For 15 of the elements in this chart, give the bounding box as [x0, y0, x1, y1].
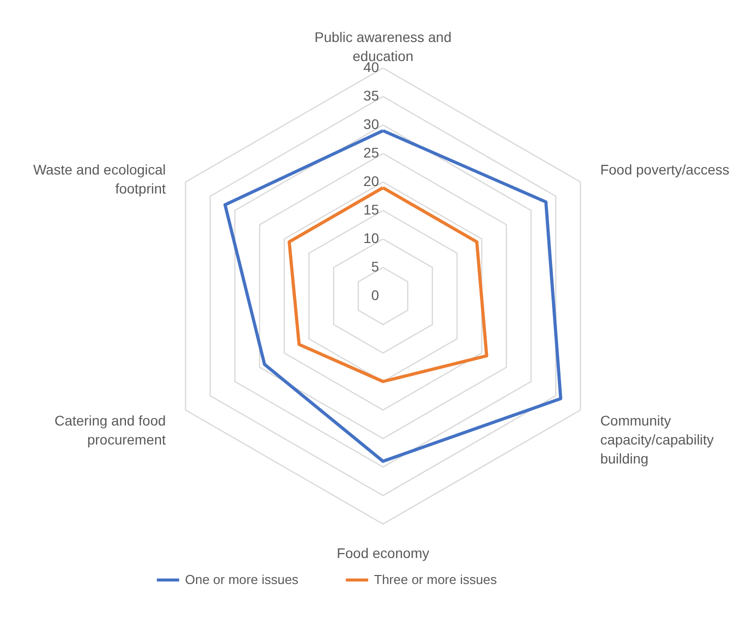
spoke-label: Waste and ecological footprint	[33, 162, 166, 197]
spoke-label: Food poverty/access	[600, 162, 730, 178]
legend-label: Three or more issues	[374, 572, 498, 587]
y-tick-label: 5	[371, 258, 380, 274]
spoke-label: Catering and food procurement	[54, 412, 166, 448]
y-tick-label: 35	[363, 88, 380, 104]
y-tick-label: 15	[363, 202, 380, 218]
y-tick-label: 10	[363, 230, 380, 246]
spoke-label: Food economy	[336, 544, 430, 561]
legend-label: One or more issues	[185, 572, 299, 587]
y-tick-label: 20	[363, 173, 380, 189]
y-tick-label: 25	[363, 144, 380, 160]
y-tick-label: 0	[371, 287, 380, 303]
y-tick-label: 30	[363, 116, 380, 132]
spoke-label: Community capacity/capability building	[600, 412, 714, 466]
